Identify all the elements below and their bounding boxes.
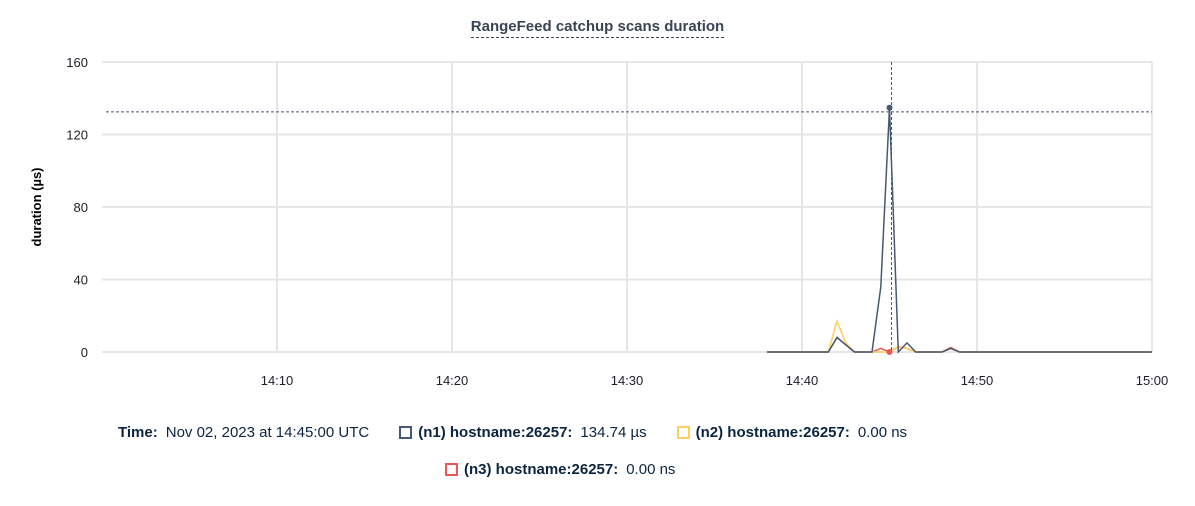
x-tick-label: 15:00 <box>1136 373 1169 388</box>
legend-value-n3: 0.00 ns <box>626 461 676 478</box>
legend-swatch-n1[interactable] <box>399 426 413 439</box>
legend-row-2: (n3) hostname:26257: 0.00 ns <box>445 461 675 478</box>
legend-value-n2: 0.00 ns <box>857 424 908 441</box>
x-tick-label: 14:40 <box>786 373 819 388</box>
y-tick-label: 40 <box>74 273 88 288</box>
hover-point-n1 <box>886 104 893 111</box>
legend-value-n1: 134.74 µs <box>580 424 647 441</box>
hover-point-n3 <box>886 349 893 355</box>
chart-title: RangeFeed catchup scans duration <box>0 18 1195 38</box>
legend-swatch-n2[interactable] <box>676 426 690 439</box>
chart[interactable]: 0 40 80 120 160 14:10 14:20 14:30 14:40 14:50 15:0… <box>0 0 1195 400</box>
series-line-n1 <box>767 107 1152 354</box>
series-line-n2 <box>767 318 1152 353</box>
y-axis-label: duration (µs) <box>29 168 44 247</box>
y-tick-label: 80 <box>74 200 88 215</box>
x-tick-label: 14:30 <box>611 373 644 388</box>
x-tick-label: 14:20 <box>436 373 469 388</box>
x-tick-label: 14:10 <box>261 373 294 388</box>
legend-swatch-n3[interactable] <box>445 463 458 476</box>
y-tick-label: 0 <box>81 345 88 360</box>
series-line-n3 <box>767 336 1152 353</box>
time-label: Time: <box>118 424 158 441</box>
legend-name-n3: (n3) hostname:26257: <box>464 461 619 478</box>
y-tick-label: 120 <box>66 128 88 143</box>
legend-name-n1: (n1) hostname:26257: <box>418 424 573 441</box>
x-tick-label: 14:50 <box>961 373 994 388</box>
time-value: Nov 02, 2023 at 14:45:00 UTC <box>165 424 370 441</box>
legend-name-n2: (n2) hostname:26257: <box>695 424 850 441</box>
legend-row-1: Time: Nov 02, 2023 at 14:45:00 UTC (n1) … <box>118 424 907 441</box>
y-tick-label: 160 <box>66 55 88 70</box>
